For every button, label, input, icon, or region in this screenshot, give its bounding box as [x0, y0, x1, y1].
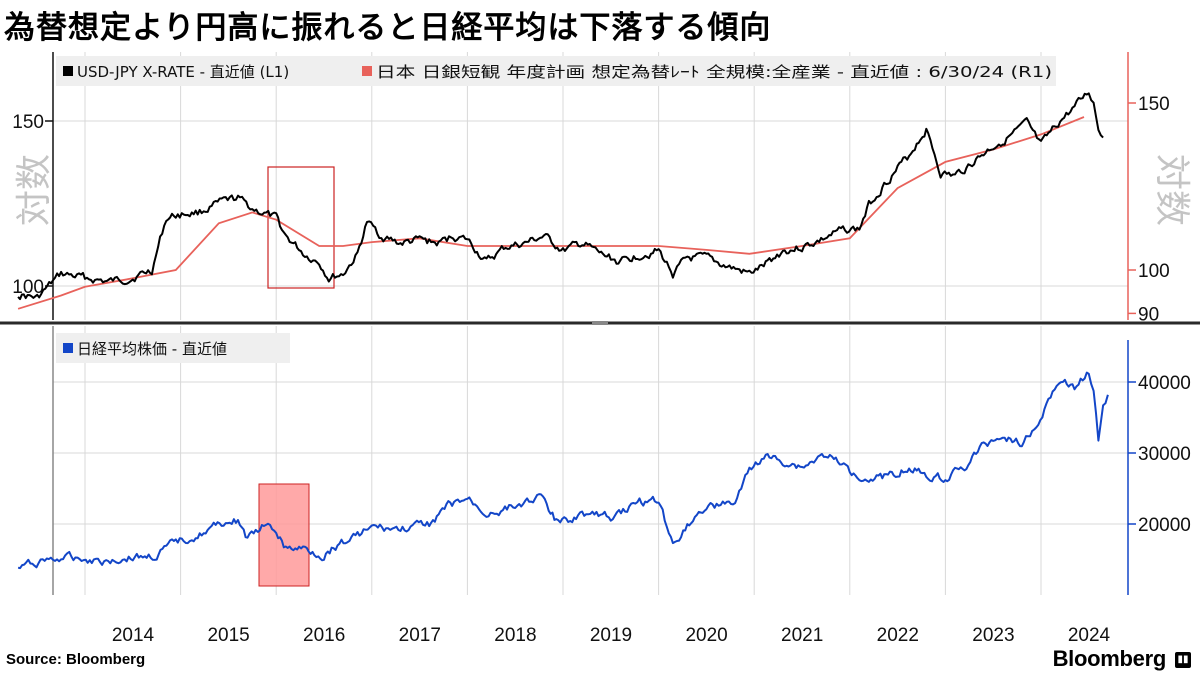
legend-swatch-nikkei: [63, 343, 73, 353]
x-tick-label: 2022: [877, 625, 919, 646]
series-line-nikkei: [17, 371, 1109, 570]
chart-title: 為替想定より円高に振れると日経平均は下落する傾向: [4, 10, 772, 46]
top-panel-grid: [53, 52, 1128, 320]
x-tick-label: 2016: [303, 625, 345, 646]
highlight-box-bottom: [258, 483, 310, 587]
x-axis-labels: 2014 2015 2016 2017 2018 2019 2020 2021 2022 2023…: [112, 625, 1111, 646]
series-line-usdjpy: [17, 92, 1104, 301]
source-label: Source: Bloomberg: [6, 651, 146, 668]
legend-label-nikkei: 日経平均株価 - 直近値: [77, 340, 227, 358]
right-tick-label: 90: [1138, 304, 1159, 325]
right-tick-label: 100: [1138, 261, 1170, 282]
x-tick-label: 2014: [112, 625, 155, 646]
x-tick-label: 2024: [1068, 625, 1111, 646]
x-tick-label: 2015: [207, 625, 249, 646]
legend-label-usdjpy: USD-JPY X-RATE - 直近値 (L1): [77, 63, 289, 81]
right-tick-label: 150: [1138, 94, 1170, 115]
left-tick-label: 150: [12, 112, 44, 133]
x-tick-label: 2019: [590, 625, 632, 646]
panel-divider-handle: [592, 321, 608, 325]
legend-swatch-assumed-rate: [362, 66, 372, 76]
bloomberg-mark-icon: ▮▮: [1175, 652, 1191, 668]
x-tick-label: 2017: [399, 625, 441, 646]
highlight-box-top: [267, 166, 335, 289]
series-line-assumed-rate: [17, 116, 1085, 310]
x-tick-label: 2018: [494, 625, 536, 646]
right-tick-label: 20000: [1138, 515, 1191, 536]
x-tick-label: 2020: [685, 625, 727, 646]
highlight-boxes: [258, 166, 335, 587]
legend-swatch-usdjpy: [63, 66, 73, 76]
right-tick-label: 40000: [1138, 373, 1191, 394]
legend-top-background: [56, 56, 1056, 86]
right-tick-label: 30000: [1138, 444, 1191, 465]
right-log-note: 対数: [1151, 154, 1192, 226]
bloomberg-logo-text: Bloomberg: [1052, 646, 1167, 671]
series-lines: [17, 92, 1109, 570]
bottom-panel-grid: [53, 326, 1128, 595]
left-tick-label: 100: [12, 277, 44, 298]
top-panel-axes: 100 150 90 100 150 対数 対数: [12, 52, 1192, 325]
left-log-note: 対数: [14, 154, 55, 226]
legend-label-assumed-rate: 日本 日銀短観 年度計画 想定為替ﾚｰﾄ 全規模:全産業 - 直近値 : 6/3…: [376, 63, 1052, 81]
legends: USD-JPY X-RATE - 直近値 (L1) 日本 日銀短観 年度計画 想定…: [56, 56, 1056, 363]
x-tick-label: 2021: [781, 625, 823, 646]
bottom-panel-axes: 20000 30000 40000: [52, 326, 1191, 595]
x-tick-label: 2023: [972, 625, 1014, 646]
legend-bottom-background: [56, 333, 290, 363]
